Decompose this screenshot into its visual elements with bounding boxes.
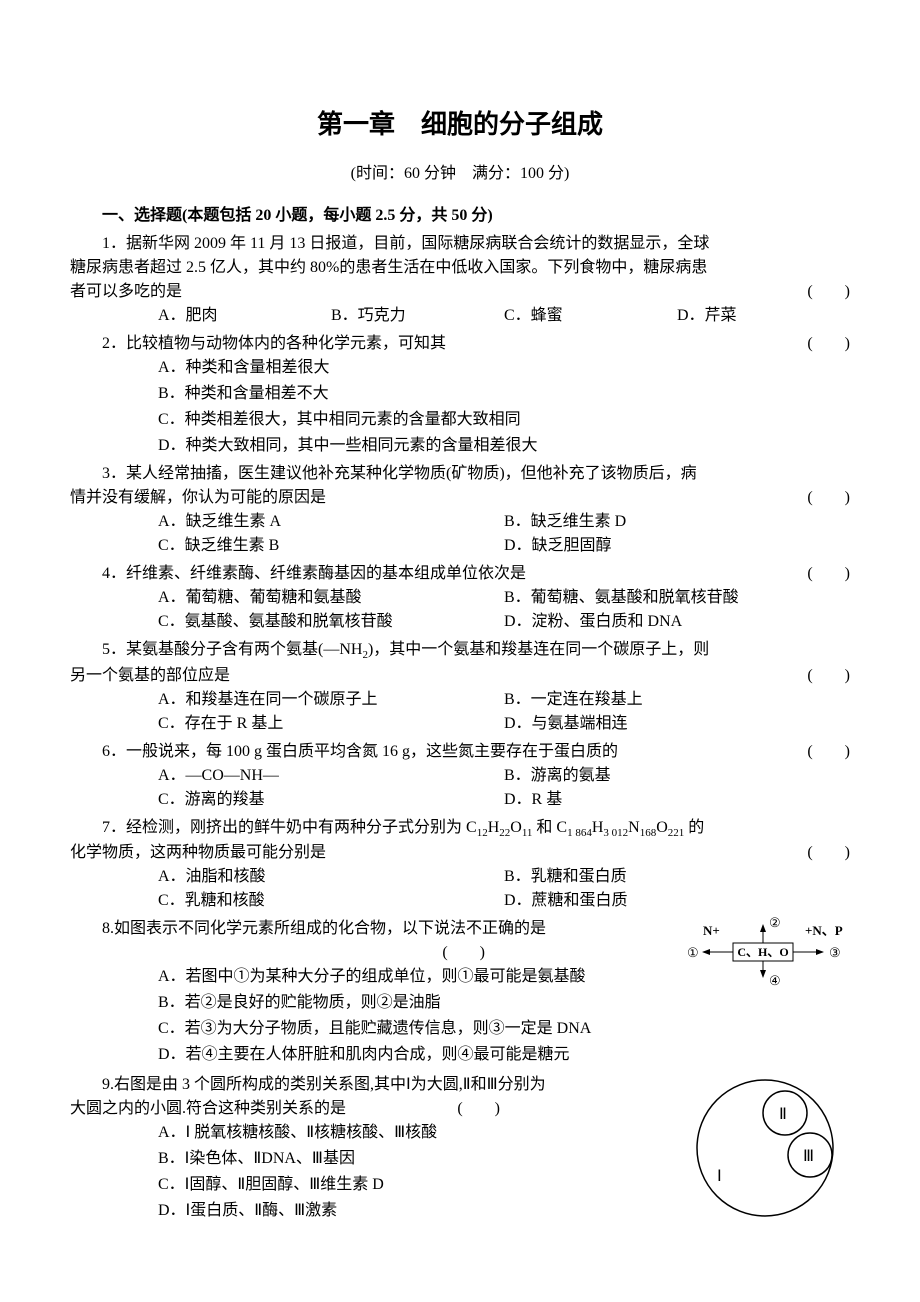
- q3-opt-d: D．缺乏胆固醇: [504, 534, 850, 558]
- q4-stem: 4．纤维素、纤维素酶、纤维素酶基因的基本组成单位依次是: [70, 562, 526, 586]
- q3-stem-line1: 3．某人经常抽搐，医生建议他补充某种化学物质(矿物质)，但他补充了该物质后，病: [70, 462, 850, 486]
- q3-opt-b: B．缺乏维生素 D: [504, 510, 850, 534]
- svg-text:②: ②: [769, 917, 781, 930]
- q6-opt-b: B．游离的氨基: [504, 764, 850, 788]
- q5-opt-d: D．与氨基端相连: [504, 712, 850, 736]
- q4-opt-c: C．氨基酸、氨基酸和脱氧核苷酸: [158, 610, 504, 634]
- question-3: 3．某人经常抽搐，医生建议他补充某种化学物质(矿物质)，但他补充了该物质后，病 …: [70, 462, 850, 558]
- q1-opt-b: B．巧克力: [331, 304, 504, 328]
- svg-text:Ⅱ: Ⅱ: [779, 1106, 787, 1123]
- answer-blank: ( ): [442, 941, 485, 965]
- q6-opt-c: C．游离的羧基: [158, 788, 504, 812]
- q1-opt-c: C．蜂蜜: [504, 304, 677, 328]
- q1-stem-line1: 1．据新华网 2009 年 11 月 13 日报道，目前，国际糖尿病联合会统计的…: [70, 232, 850, 256]
- svg-text:③: ③: [829, 945, 841, 960]
- answer-blank: ( ): [807, 486, 850, 510]
- svg-text:Ⅲ: Ⅲ: [803, 1148, 814, 1165]
- q2-stem: 2．比较植物与动物体内的各种化学元素，可知其: [70, 332, 446, 356]
- exam-subtitle: (时间：60 分钟 满分：100 分): [70, 162, 850, 186]
- svg-text:+N、P: +N、P: [805, 923, 843, 938]
- q6-opt-d: D．R 基: [504, 788, 850, 812]
- svg-text:C、H、O: C、H、O: [737, 945, 788, 959]
- answer-blank: ( ): [807, 841, 850, 865]
- q2-opt-d: D．种类大致相同，其中一些相同元素的含量相差很大: [158, 434, 850, 458]
- q4-opt-a: A．葡萄糖、葡萄糖和氨基酸: [158, 586, 504, 610]
- q6-opt-a: A．—CO—NH—: [158, 764, 504, 788]
- q3-opt-c: C．缺乏维生素 B: [158, 534, 504, 558]
- q5-opt-b: B．一定连在羧基上: [504, 688, 850, 712]
- q4-opt-d: D．淀粉、蛋白质和 DNA: [504, 610, 850, 634]
- q5-opt-a: A．和羧基连在同一个碳原子上: [158, 688, 504, 712]
- q7-opt-c: C．乳糖和核酸: [158, 889, 504, 913]
- q1-opt-d: D．芹菜: [677, 304, 850, 328]
- q5-stem-line2: 另一个氨基的部位应是: [70, 664, 230, 688]
- venn-diagram: Ⅰ Ⅱ Ⅲ: [685, 1073, 850, 1231]
- answer-blank: ( ): [775, 332, 850, 356]
- q2-opt-b: B．种类和含量相差不大: [158, 382, 850, 406]
- answer-blank: ( ): [807, 664, 850, 688]
- q8-opt-c: C．若③为大分子物质，且能贮藏遗传信息，则③一定是 DNA: [158, 1017, 850, 1041]
- answer-blank: ( ): [775, 740, 850, 764]
- question-8: N+ +N、P C、H、O ① ② ③ ④ 8.如图表示不同化学元素所组成的化合…: [70, 917, 850, 1069]
- q2-opt-a: A．种类和含量相差很大: [158, 356, 850, 380]
- q5-stem-line1: 5．某氨基酸分子含有两个氨基(—NH2)，其中一个氨基和羧基连在同一个碳原子上，…: [70, 638, 850, 664]
- answer-blank: ( ): [457, 1097, 500, 1121]
- svg-text:N+: N+: [703, 923, 720, 938]
- answer-blank: ( ): [775, 562, 850, 586]
- q7-stem-line2: 化学物质，这两种物质最可能分别是: [70, 841, 326, 865]
- q6-stem: 6．一般说来，每 100 g 蛋白质平均含氮 16 g，这些氮主要存在于蛋白质的: [70, 740, 618, 764]
- question-9: Ⅰ Ⅱ Ⅲ 9.右图是由 3 个圆所构成的类别关系图,其中Ⅰ为大圆,Ⅱ和Ⅲ分别为…: [70, 1073, 850, 1231]
- answer-blank: ( ): [807, 280, 850, 304]
- q4-opt-b: B．葡萄糖、氨基酸和脱氧核苷酸: [504, 586, 850, 610]
- question-5: 5．某氨基酸分子含有两个氨基(—NH2)，其中一个氨基和羧基连在同一个碳原子上，…: [70, 638, 850, 736]
- q3-opt-a: A．缺乏维生素 A: [158, 510, 504, 534]
- q5-opt-c: C．存在于 R 基上: [158, 712, 504, 736]
- q1-stem-line2: 糖尿病患者超过 2.5 亿人，其中约 80%的患者生活在中低收入国家。下列食物中…: [70, 256, 850, 280]
- q7-stem-line1: 7．经检测，刚挤出的鲜牛奶中有两种分子式分别为 C12H22O11 和 C1 8…: [70, 816, 850, 842]
- element-diagram: N+ +N、P C、H、O ① ② ③ ④: [675, 917, 850, 995]
- svg-text:④: ④: [769, 973, 781, 987]
- q1-opt-a: A．肥肉: [158, 304, 331, 328]
- q7-opt-b: B．乳糖和蛋白质: [504, 865, 850, 889]
- svg-text:①: ①: [687, 945, 699, 960]
- q7-opt-a: A．油脂和核酸: [158, 865, 504, 889]
- question-2: 2．比较植物与动物体内的各种化学元素，可知其 ( ) A．种类和含量相差很大 B…: [70, 332, 850, 458]
- q9-stem-line2: 大圆之内的小圆.符合这种类别关系的是: [70, 1097, 346, 1121]
- q2-opt-c: C．种类相差很大，其中相同元素的含量都大致相同: [158, 408, 850, 432]
- question-6: 6．一般说来，每 100 g 蛋白质平均含氮 16 g，这些氮主要存在于蛋白质的…: [70, 740, 850, 812]
- q3-stem-line2: 情并没有缓解，你认为可能的原因是: [70, 486, 326, 510]
- q8-opt-d: D．若④主要在人体肝脏和肌肉内合成，则④最可能是糖元: [158, 1043, 850, 1067]
- section-header: 一、选择题(本题包括 20 小题，每小题 2.5 分，共 50 分): [70, 204, 850, 228]
- chapter-title: 第一章 细胞的分子组成: [70, 105, 850, 144]
- q1-stem-line3: 者可以多吃的是: [70, 280, 182, 304]
- question-4: 4．纤维素、纤维素酶、纤维素酶基因的基本组成单位依次是 ( ) A．葡萄糖、葡萄…: [70, 562, 850, 634]
- question-1: 1．据新华网 2009 年 11 月 13 日报道，目前，国际糖尿病联合会统计的…: [70, 232, 850, 328]
- question-7: 7．经检测，刚挤出的鲜牛奶中有两种分子式分别为 C12H22O11 和 C1 8…: [70, 816, 850, 914]
- q7-opt-d: D．蔗糖和蛋白质: [504, 889, 850, 913]
- svg-text:Ⅰ: Ⅰ: [717, 1168, 722, 1185]
